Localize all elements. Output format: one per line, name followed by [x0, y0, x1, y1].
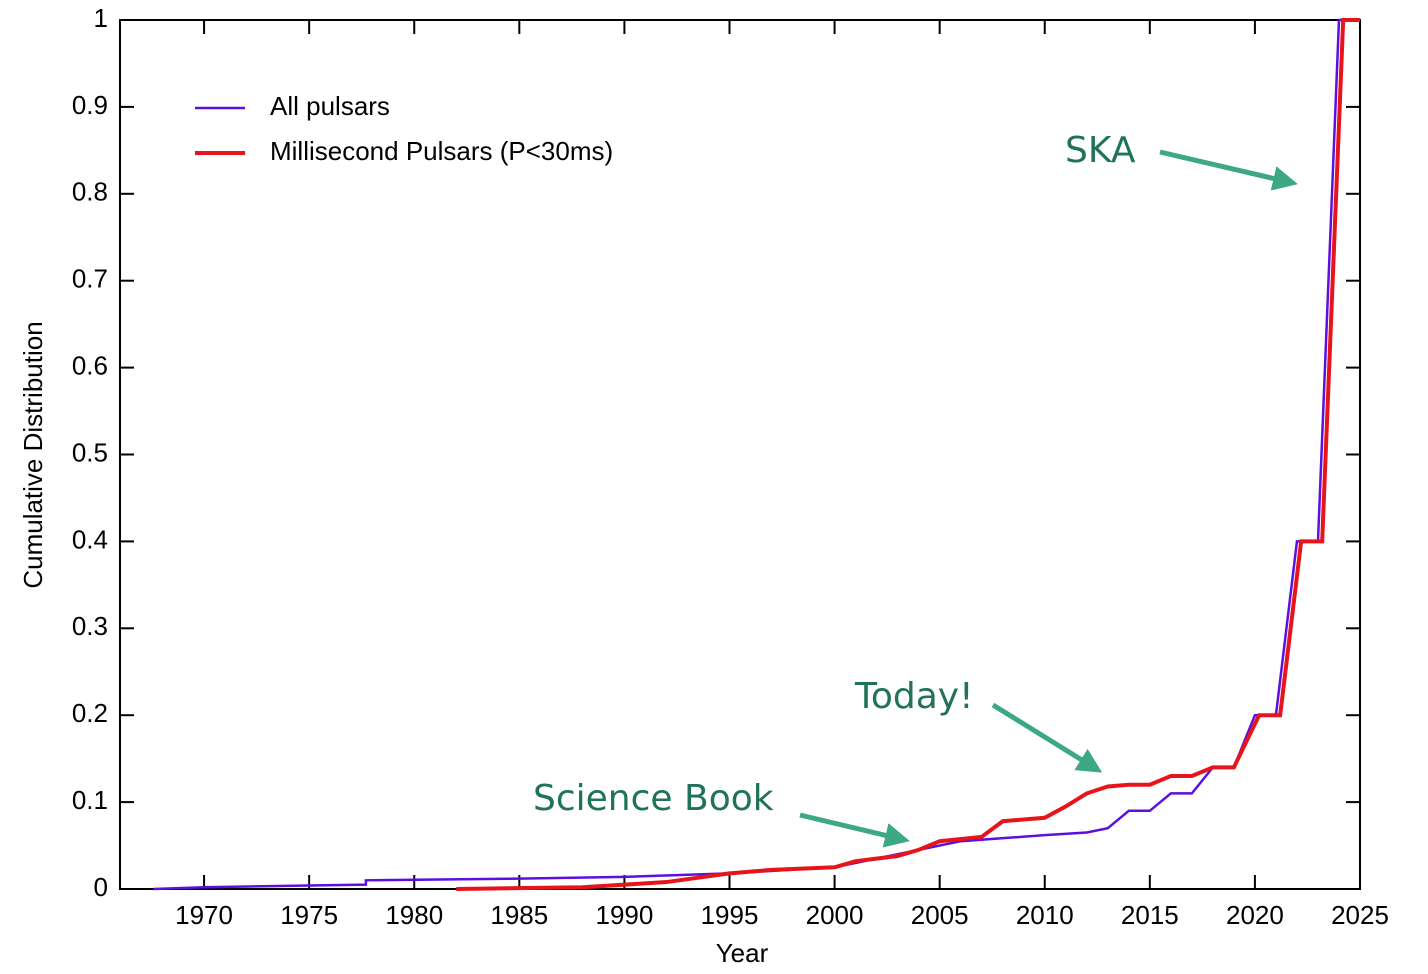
series-line	[456, 18, 1360, 891]
x-tick-label: 2000	[806, 900, 864, 930]
x-tick-label: 1975	[280, 900, 338, 930]
x-tick-label: 1980	[385, 900, 443, 930]
x-tick-label: 2010	[1016, 900, 1074, 930]
annotation: SKA	[1065, 130, 1136, 171]
y-axis-label: Cumulative Distribution	[18, 321, 48, 588]
x-tick-label: 1995	[701, 900, 759, 930]
y-tick-label: 0.5	[72, 437, 108, 467]
x-tick-label: 2015	[1121, 900, 1179, 930]
annotation: Science Book	[533, 778, 774, 819]
y-tick-label: 0.2	[72, 698, 108, 728]
y-tick-label: 0.6	[72, 350, 108, 380]
y-tick-label: 0.4	[72, 524, 108, 554]
x-tick-label: 2005	[911, 900, 969, 930]
legend-label: Millisecond Pulsars (P<30ms)	[270, 136, 613, 166]
x-tick-label: 2020	[1226, 900, 1284, 930]
y-tick-label: 0.7	[72, 264, 108, 294]
legend-label: All pulsars	[270, 91, 390, 121]
arrow	[799, 812, 910, 848]
x-tick-label: 1970	[175, 900, 233, 930]
x-tick-label: 1990	[595, 900, 653, 930]
y-tick-label: 0.8	[72, 177, 108, 207]
y-tick-label: 1	[94, 3, 108, 33]
x-axis-label: Year	[716, 938, 769, 968]
x-tick-label: 1985	[490, 900, 548, 930]
y-tick-label: 0.9	[72, 90, 108, 120]
y-tick-label: 0.3	[72, 611, 108, 641]
arrow	[1159, 149, 1298, 191]
y-tick-label: 0	[94, 872, 108, 902]
y-tick-label: 0.1	[72, 785, 108, 815]
arrow	[991, 702, 1103, 773]
annotation: Today!	[854, 676, 974, 717]
x-tick-label: 2025	[1331, 900, 1389, 930]
